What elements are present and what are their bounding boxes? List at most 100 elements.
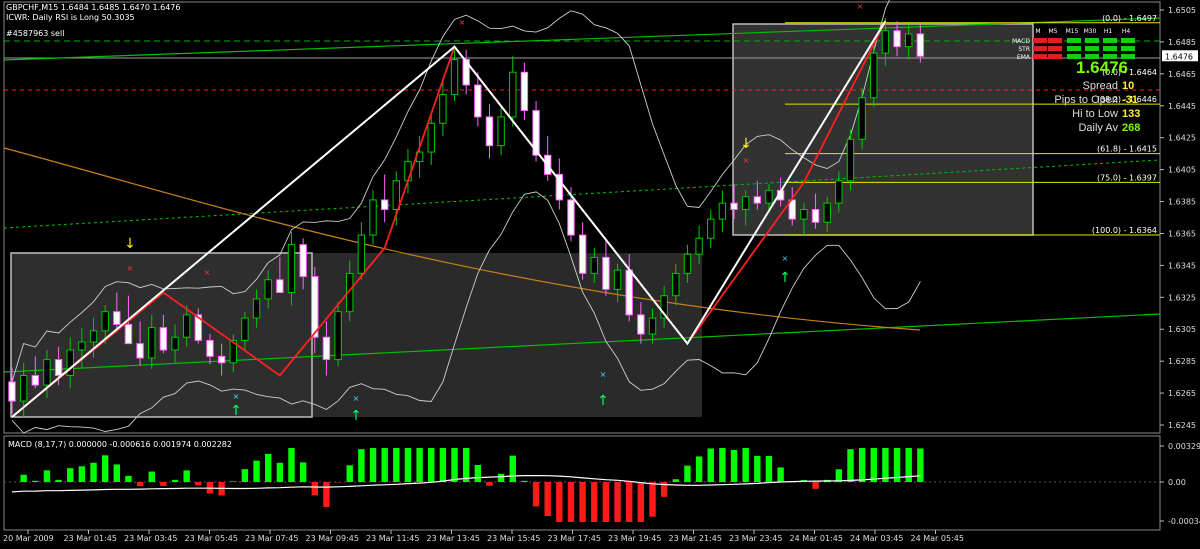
- signal-row-label: STR: [1018, 46, 1030, 53]
- macd-bar: [125, 475, 132, 482]
- candle-body: [497, 116, 505, 147]
- candle-body: [462, 58, 470, 86]
- candle-body: [858, 97, 866, 140]
- x-marker-icon: ×: [459, 18, 466, 27]
- macd-bar: [882, 448, 889, 482]
- fib-level-label: (38.2) - 1.6446: [1097, 95, 1157, 104]
- signal-cell: [1033, 46, 1047, 51]
- candle-body: [625, 269, 633, 316]
- candle-body: [264, 279, 272, 300]
- macd-bar: [358, 449, 365, 482]
- candle-body: [171, 336, 179, 351]
- macd-bar: [649, 482, 656, 517]
- price-tick-label: 1.6245: [1168, 421, 1196, 430]
- macd-title: MACD (8,17,7) 0.000000 -0.000616 0.00197…: [8, 440, 232, 449]
- price-tick-label: 1.6425: [1168, 134, 1196, 143]
- macd-bar: [230, 481, 237, 482]
- candle-body: [555, 173, 564, 201]
- time-tick-label: 23 Mar 21:45: [669, 534, 722, 543]
- time-tick-label: 23 Mar 19:45: [608, 534, 661, 543]
- price-tick-label: 1.6505: [1168, 6, 1196, 15]
- signal-cell: [1033, 38, 1047, 43]
- candle-body: [846, 138, 855, 182]
- macd-bar: [90, 462, 97, 482]
- fib-box: [732, 23, 1034, 236]
- macd-bar: [730, 449, 738, 482]
- x-marker-icon: ×: [782, 254, 789, 263]
- price-tick-label: 1.6385: [1168, 198, 1196, 207]
- time-tick-label: 24 Mar 05:45: [911, 534, 964, 543]
- macd-bar: [474, 464, 482, 482]
- signal-header: M15: [1066, 28, 1079, 35]
- x-marker-icon: ×: [204, 268, 211, 277]
- macd-bar: [847, 449, 854, 482]
- candle-body: [124, 323, 133, 345]
- candle-body: [590, 256, 598, 274]
- macd-bar: [253, 460, 260, 482]
- macd-bar: [672, 479, 679, 482]
- candle-body: [229, 339, 237, 364]
- candle-body: [613, 269, 622, 290]
- signal-cell: [1048, 46, 1062, 51]
- time-tick-label: 23 Mar 15:45: [487, 534, 540, 543]
- zigzag-red: [11, 20, 887, 418]
- candle-body: [485, 116, 494, 147]
- time-tick-label: 23 Mar 01:45: [64, 534, 117, 543]
- candle-body: [101, 311, 109, 332]
- candle-body: [683, 253, 692, 274]
- macd-bar: [660, 482, 668, 497]
- candle-body: [532, 110, 540, 156]
- price-tick-label: 1.6325: [1168, 293, 1196, 302]
- signal-cell: [1085, 38, 1099, 43]
- candle-body: [450, 58, 459, 96]
- candle-body: [276, 279, 284, 294]
- sell-arrow-icon: ↓: [740, 136, 752, 152]
- macd-bar: [521, 480, 528, 482]
- candle-body: [695, 237, 703, 255]
- big-price: 1.6476: [1076, 58, 1128, 77]
- candle-body: [322, 336, 331, 361]
- macd-frame: [3, 435, 1161, 531]
- candle-body: [567, 199, 575, 236]
- candle-body: [578, 234, 587, 274]
- candle-body: [509, 71, 517, 118]
- sell-arrow-icon: ↓: [124, 236, 136, 252]
- macd-bar: [777, 467, 784, 482]
- signal-header: M30: [1084, 28, 1097, 35]
- signal-cell: [1103, 46, 1117, 51]
- last-price-box: [1162, 50, 1198, 62]
- macd-bar: [171, 479, 179, 482]
- time-tick-label: 23 Mar 11:45: [366, 534, 419, 543]
- stat-label: Pips to Open: [1054, 94, 1118, 106]
- candle-body: [346, 272, 354, 313]
- macd-tick-label: 0.003291: [1168, 442, 1200, 451]
- candle-body: [392, 180, 401, 211]
- fib-level-label: (100.0) - 1.6364: [1092, 226, 1157, 235]
- macd-bar: [695, 456, 703, 482]
- stat-value: 10: [1122, 80, 1135, 92]
- signal-cell: [1085, 54, 1099, 59]
- price-tick-label: 1.6305: [1168, 325, 1196, 334]
- candle-body: [718, 202, 727, 220]
- macd-bar: [241, 469, 249, 482]
- time-tick-label: 23 Mar 09:45: [306, 534, 359, 543]
- macd-bar: [602, 482, 610, 522]
- stat-pips: Pips to Open -31: [1036, 94, 1166, 106]
- signal-row-label: MACD: [1012, 38, 1030, 45]
- candle-body: [439, 94, 447, 124]
- macd-bar: [404, 448, 412, 482]
- range-box-shade: [312, 253, 702, 417]
- price-tick-label: 1.6405: [1168, 166, 1196, 175]
- macd-bar: [369, 448, 377, 482]
- price-tick-label: 1.6445: [1168, 102, 1196, 111]
- macd-bar: [393, 448, 400, 482]
- candle-body: [811, 209, 820, 223]
- macd-bar: [765, 455, 773, 482]
- signal-header: M5: [1049, 28, 1058, 35]
- candle-body: [893, 30, 901, 48]
- macd-bar: [265, 453, 272, 482]
- macd-bar: [707, 448, 714, 482]
- macd-bar: [579, 482, 586, 522]
